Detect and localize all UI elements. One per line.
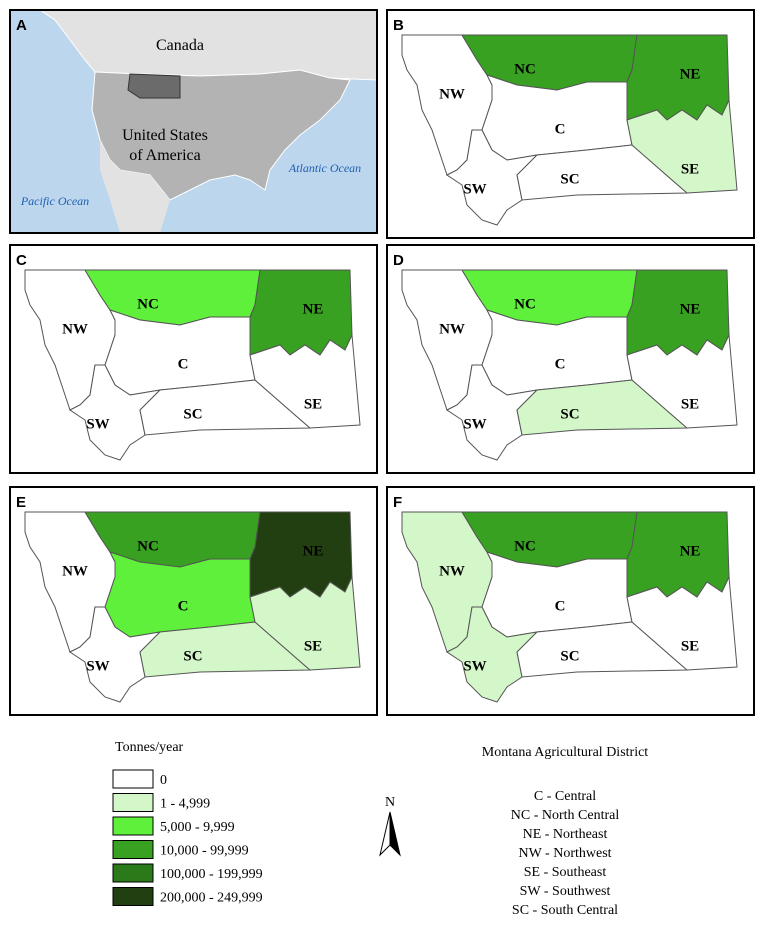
key-entry: C - Central xyxy=(534,789,596,804)
district-label: C xyxy=(555,598,566,614)
panel-border xyxy=(9,9,378,234)
montana-shape xyxy=(127,73,181,99)
district-label: NW xyxy=(439,86,465,102)
district-label: NE xyxy=(303,543,324,559)
district-label: SW xyxy=(463,658,486,674)
key-entry: SC - South Central xyxy=(512,903,618,918)
district-key: C - Central NC - North Central NE - Northe… xyxy=(511,789,620,918)
district-label: NC xyxy=(514,538,536,554)
district-label: NE xyxy=(680,301,701,317)
key-entry: SW - Southwest xyxy=(520,884,611,899)
key-entry: NW - Northwest xyxy=(518,846,611,861)
district-label: NW xyxy=(439,563,465,579)
legend-swatch xyxy=(112,863,154,883)
key-title: Montana Agricultural District xyxy=(482,745,649,760)
district-label: SC xyxy=(183,648,202,664)
legend-label: 200,000 - 249,999 xyxy=(160,891,263,906)
ocean-label: Atlantic Ocean xyxy=(288,161,361,175)
legend-label: 10,000 - 99,999 xyxy=(160,844,249,859)
district-label: NW xyxy=(439,321,465,337)
district-label: SE xyxy=(304,396,322,412)
panel-label: A xyxy=(16,17,27,34)
legend-label: 5,000 - 9,999 xyxy=(160,820,235,835)
panel-label: C xyxy=(16,252,27,269)
district-label: SC xyxy=(560,648,579,664)
district xyxy=(626,98,738,194)
legend-swatch xyxy=(112,769,154,789)
district xyxy=(626,511,730,598)
panel-label: E xyxy=(16,494,26,511)
district-label: C xyxy=(178,598,189,614)
district-label: SW xyxy=(463,181,486,197)
district-label: NW xyxy=(62,321,88,337)
district xyxy=(249,575,361,671)
district-label: SE xyxy=(681,396,699,412)
district xyxy=(626,575,738,671)
panel-label: D xyxy=(393,252,404,269)
district-label: SW xyxy=(86,658,109,674)
panel-a: Canada United States of America Atlantic… xyxy=(10,10,377,233)
district-label: NE xyxy=(680,543,701,559)
district xyxy=(249,333,361,429)
district xyxy=(626,269,730,356)
district-label: SC xyxy=(560,406,579,422)
panels: B NW NC NE C SW SC SE C NW NC NE C SW SC SE D NW NC NE C SW SC… xyxy=(9,9,755,716)
key-entry: SE - Southeast xyxy=(524,865,607,880)
legend-swatch xyxy=(112,793,154,812)
usa-shape xyxy=(91,69,351,201)
panel-label: B xyxy=(393,17,404,34)
mexico-shape xyxy=(100,140,170,233)
district-label: SC xyxy=(183,406,202,422)
north-label: N xyxy=(385,795,395,810)
district-label: SE xyxy=(681,161,699,177)
north-arrow: N xyxy=(379,795,401,857)
district-label: NC xyxy=(514,296,536,312)
district-label: NE xyxy=(680,66,701,82)
legend-title: Tonnes/year xyxy=(115,740,184,755)
legend-label: 1 - 4,999 xyxy=(160,797,210,812)
district-label: C xyxy=(178,356,189,372)
usa-label: United States xyxy=(122,127,208,144)
district-label: SE xyxy=(681,638,699,654)
district-label: SC xyxy=(560,171,579,187)
key-entry: NE - Northeast xyxy=(523,827,608,842)
ocean-label: Pacific Ocean xyxy=(20,194,89,208)
usa-label: of America xyxy=(129,147,201,164)
district-label: C xyxy=(555,356,566,372)
district-label: NC xyxy=(137,296,159,312)
legend-label: 100,000 - 199,999 xyxy=(160,867,263,882)
district xyxy=(249,269,353,356)
district-label: NE xyxy=(303,301,324,317)
district-label: C xyxy=(555,121,566,137)
district xyxy=(249,511,353,598)
district-label: SW xyxy=(463,416,486,432)
district-label: NW xyxy=(62,563,88,579)
district-label: SW xyxy=(86,416,109,432)
district-label: NC xyxy=(137,538,159,554)
legend-label: 0 xyxy=(160,773,167,788)
legend: 0 1 - 4,999 5,000 - 9,999 10,000 - 99,999 10… xyxy=(112,769,263,906)
district-label: NC xyxy=(514,61,536,77)
legend-swatch xyxy=(112,816,154,836)
district-label: SE xyxy=(304,638,322,654)
legend-swatch xyxy=(112,840,154,859)
panel-label: F xyxy=(393,494,402,511)
district xyxy=(626,333,738,429)
key-entry: NC - North Central xyxy=(511,808,620,823)
legend-swatch xyxy=(112,887,154,906)
district xyxy=(626,34,730,121)
canada-label: Canada xyxy=(156,37,204,54)
